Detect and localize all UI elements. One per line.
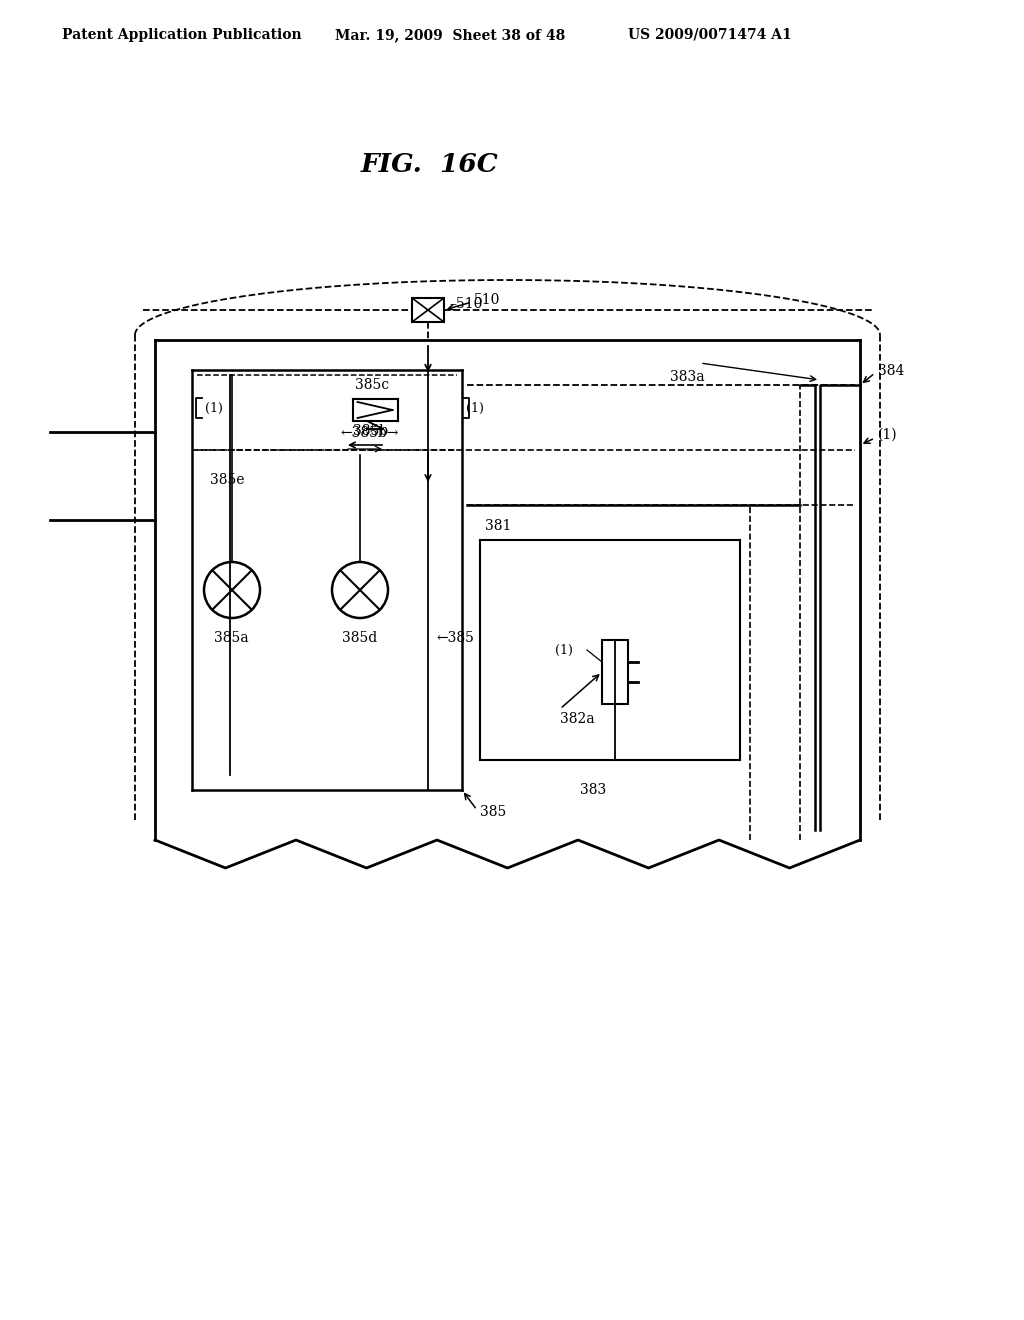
Text: Mar. 19, 2009  Sheet 38 of 48: Mar. 19, 2009 Sheet 38 of 48 — [335, 28, 565, 42]
Text: 385a: 385a — [214, 631, 249, 645]
Text: 383a: 383a — [670, 370, 705, 384]
Text: Patent Application Publication: Patent Application Publication — [62, 28, 302, 42]
Text: 382a: 382a — [560, 711, 595, 726]
Text: 383: 383 — [580, 783, 606, 797]
Text: (1): (1) — [205, 401, 223, 414]
Text: 385: 385 — [480, 805, 506, 818]
Bar — [412, 298, 444, 322]
Text: 385d: 385d — [342, 631, 377, 645]
Text: –510: –510 — [449, 297, 482, 312]
Text: US 2009/0071474 A1: US 2009/0071474 A1 — [628, 28, 792, 42]
Text: (1): (1) — [555, 644, 572, 656]
Text: 385b: 385b — [353, 424, 388, 438]
Text: (1): (1) — [878, 428, 898, 442]
Text: 385c: 385c — [354, 378, 389, 392]
Text: 384: 384 — [878, 364, 904, 378]
Text: 381: 381 — [485, 519, 511, 533]
Text: ←385b→: ←385b→ — [340, 426, 398, 440]
Text: 385e: 385e — [210, 473, 245, 487]
Text: FIG.  16C: FIG. 16C — [361, 153, 499, 177]
Text: (1): (1) — [466, 401, 484, 414]
Text: ←385: ←385 — [436, 631, 474, 645]
Bar — [602, 640, 628, 704]
Text: 510: 510 — [474, 293, 501, 308]
